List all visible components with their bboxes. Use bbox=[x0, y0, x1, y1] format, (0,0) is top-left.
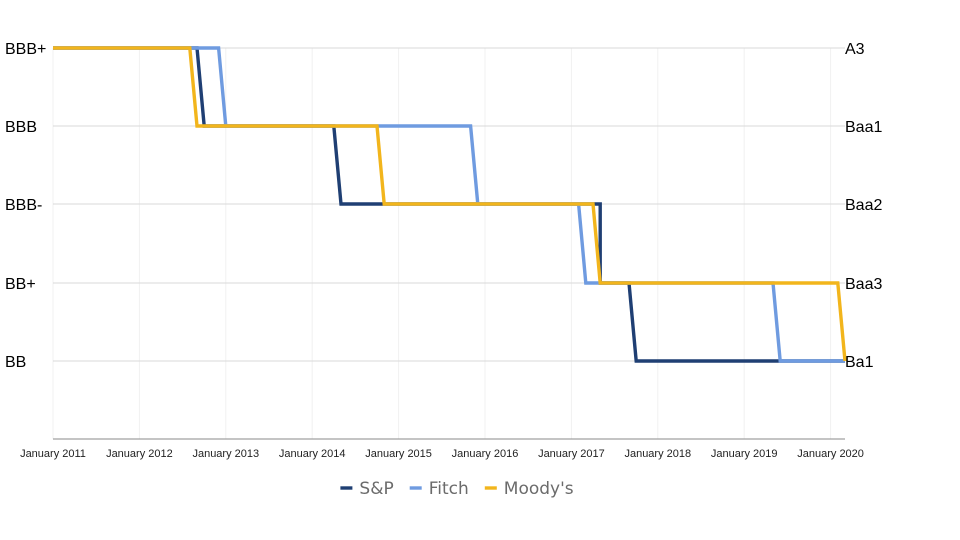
x-axis-tick-label: January 2018 bbox=[624, 448, 691, 460]
left-axis-tick-label: BB+ bbox=[5, 276, 36, 293]
legend-item: Moody's bbox=[484, 479, 574, 499]
legend-label: Fitch bbox=[429, 479, 469, 499]
right-axis-tick-label: Ba1 bbox=[845, 354, 874, 371]
right-axis-tick-label: Baa2 bbox=[845, 197, 882, 214]
right-axis-tick-label: Baa1 bbox=[845, 119, 882, 136]
legend-item: Fitch bbox=[409, 479, 469, 499]
legend-item: S&P bbox=[340, 479, 394, 499]
vertical-gridlines bbox=[52, 48, 832, 439]
left-axis-tick-label: BBB+ bbox=[5, 41, 46, 58]
right-axis-tick-label: Baa3 bbox=[845, 276, 882, 293]
x-axis-tick-label: January 2013 bbox=[192, 448, 259, 460]
left-axis-tick-labels: BBB+ BBB BBB- BB+ BB bbox=[5, 41, 46, 371]
series-line-sp bbox=[53, 46, 845, 363]
legend-label: S&P bbox=[359, 479, 393, 499]
x-axis-tick-labels: January 2011 January 2012 January 2013 Janu… bbox=[20, 448, 864, 460]
x-axis-tick-label: January 2012 bbox=[106, 448, 173, 460]
x-axis-tick-label: January 2015 bbox=[365, 448, 432, 460]
legend-label: Moody's bbox=[504, 479, 574, 499]
right-axis-tick-labels: A3 Baa1 Baa2 Baa3 Ba1 bbox=[845, 41, 882, 371]
series-line-moodys bbox=[53, 46, 847, 362]
right-axis-tick-label: A3 bbox=[845, 41, 865, 58]
x-axis-tick-label: January 2011 bbox=[20, 448, 86, 460]
x-axis-tick-label: January 2014 bbox=[279, 448, 346, 460]
x-axis-tick-label: January 2019 bbox=[711, 448, 778, 460]
left-axis-tick-label: BBB bbox=[5, 119, 37, 136]
x-axis-tick-label: January 2020 bbox=[797, 448, 864, 460]
x-axis-tick-label: January 2017 bbox=[538, 448, 605, 460]
x-axis-tick-label: January 2016 bbox=[452, 448, 519, 460]
series-lines bbox=[53, 46, 847, 363]
left-axis-tick-label: BBB- bbox=[5, 197, 42, 214]
left-axis-tick-label: BB bbox=[5, 354, 26, 371]
legend: S&P Fitch Moody's bbox=[340, 479, 574, 499]
